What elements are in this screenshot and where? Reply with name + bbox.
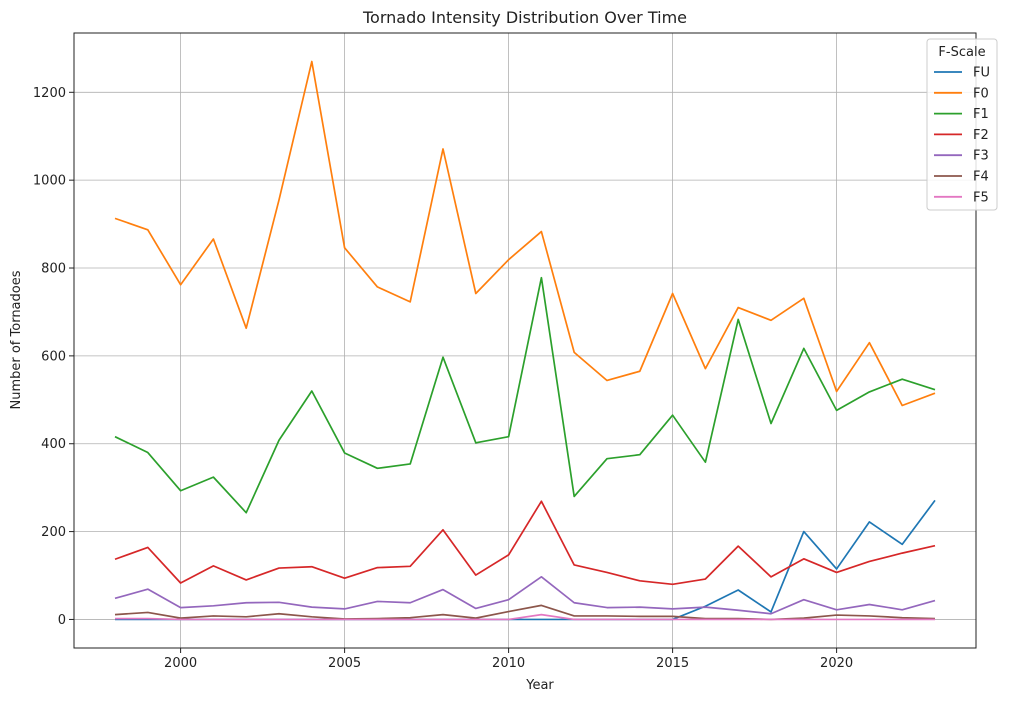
legend-label-fu: FU <box>973 66 990 81</box>
y-tick-label: 1000 <box>33 174 66 189</box>
legend-title: F-Scale <box>938 45 985 60</box>
y-axis-ticks: 0 200 400 600 800 1000 1200 <box>33 86 74 628</box>
x-tick-label: 2020 <box>820 656 853 671</box>
series-lines <box>114 60 936 621</box>
y-tick-label: 1200 <box>33 86 66 101</box>
legend-label-f4: F4 <box>973 170 989 185</box>
legend-label-f0: F0 <box>973 86 989 101</box>
y-tick-label: 800 <box>41 262 66 277</box>
legend: F-Scale FU F0 F1 F2 F3 F4 F5 <box>926 38 998 211</box>
series-line-f0 <box>114 60 936 407</box>
series-line-f1 <box>114 276 936 514</box>
x-axis-ticks: 2000 2005 2010 2015 2020 <box>164 648 853 671</box>
legend-label-f1: F1 <box>973 107 989 122</box>
x-axis-title: Year <box>525 678 554 693</box>
plot-background <box>74 33 976 648</box>
legend-label-f2: F2 <box>973 128 989 143</box>
x-tick-label: 2015 <box>656 656 689 671</box>
x-tick-label: 2000 <box>164 656 197 671</box>
series-line-f2 <box>114 500 936 586</box>
y-tick-label: 400 <box>41 437 66 452</box>
series-line-f5 <box>115 613 935 621</box>
series-line-f3 <box>114 575 936 615</box>
y-tick-label: 0 <box>58 613 66 628</box>
x-tick-label: 2010 <box>492 656 525 671</box>
chart-title: Tornado Intensity Distribution Over Time <box>362 8 687 27</box>
series-line-f4 <box>114 604 936 621</box>
legend-label-f5: F5 <box>973 190 989 205</box>
plot-frame <box>73 32 977 649</box>
legend-label-f3: F3 <box>973 149 989 164</box>
x-tick-label: 2005 <box>328 656 361 671</box>
y-axis-title: Number of Tornadoes <box>9 270 24 409</box>
y-tick-label: 200 <box>41 525 66 540</box>
y-tick-label: 600 <box>41 349 66 364</box>
legend-box <box>926 38 998 211</box>
